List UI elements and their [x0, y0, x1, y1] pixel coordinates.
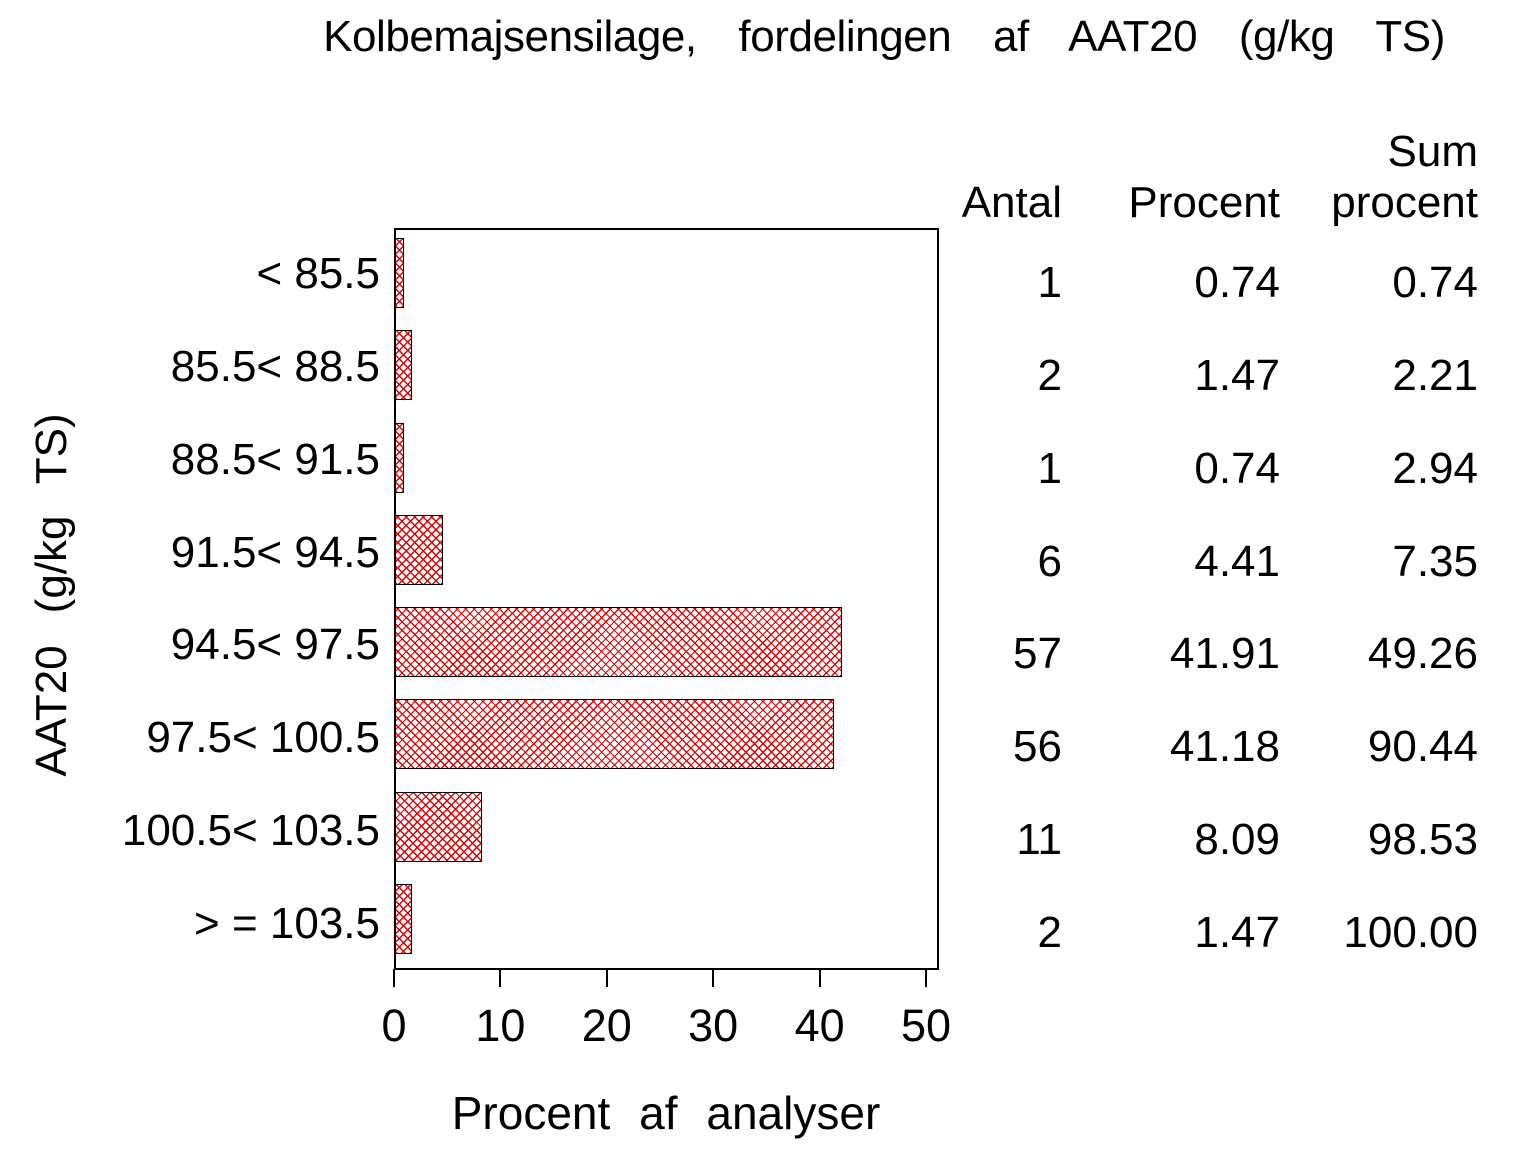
bar-94.5-97.5: [396, 607, 842, 677]
antal-value: 1: [1037, 443, 1062, 493]
bar-91.5-94.5: [396, 514, 443, 585]
category-label: 91.5< 94.5: [170, 527, 380, 577]
table-header-sum-procent: Sum procent: [1331, 126, 1478, 227]
antal-value: 57: [1013, 629, 1062, 679]
x-tick-label: 50: [900, 1000, 952, 1051]
table-row: 1 0.74 2.94: [900, 414, 1536, 507]
category-label: < 85.5: [256, 249, 380, 299]
x-tick-label: 10: [475, 1000, 526, 1051]
bar-97.5-100.5: [396, 699, 835, 770]
procent-value: 0.74: [1194, 443, 1280, 493]
bar-100.5-103.5: [396, 791, 483, 862]
table-header-procent: Procent: [1128, 177, 1280, 227]
category-label: > = 103.5: [194, 898, 380, 948]
procent-value: 1.47: [1194, 351, 1280, 401]
table-row: 56 41.18 90.44: [900, 692, 1536, 785]
x-tick-label: 30: [688, 1000, 739, 1051]
category-label: 85.5< 88.5: [170, 342, 380, 392]
antal-value: 56: [1013, 722, 1062, 772]
x-axis-label: Procent af analyser: [451, 1087, 881, 1139]
procent-value: 1.47: [1194, 907, 1280, 957]
antal-value: 1: [1037, 258, 1062, 308]
table-row: 2 1.47 100.00: [900, 877, 1536, 970]
bar-88.5-91.5: [396, 422, 404, 493]
table-row: 57 41.91 49.26: [900, 599, 1536, 692]
x-tick-mark: [393, 969, 395, 987]
x-tick-label: 0: [381, 1000, 407, 1051]
table-header-antal: Antal: [961, 177, 1062, 227]
category-label: 88.5< 91.5: [170, 434, 380, 484]
procent-value: 0.74: [1194, 258, 1280, 308]
x-tick-mark: [605, 969, 608, 987]
sum-procent-value: 90.44: [1367, 722, 1478, 772]
sum-procent-value: 49.26: [1367, 629, 1478, 679]
table-row: 1 0.74 0.74: [900, 228, 1536, 321]
category-label: 97.5< 100.5: [146, 713, 380, 763]
x-tick-label: 40: [794, 1000, 845, 1051]
antal-value: 11: [1016, 814, 1062, 864]
table-row: 6 4.41 7.35: [900, 506, 1536, 599]
sum-procent-value: 100.00: [1343, 907, 1478, 957]
sum-procent-value: 98.53: [1367, 814, 1478, 864]
table-row: 11 8.09 98.53: [900, 785, 1536, 878]
sum-procent-value: 2.21: [1392, 351, 1478, 401]
antal-value: 6: [1037, 536, 1062, 586]
bar-lt-85.5: [396, 238, 404, 308]
procent-value: 8.09: [1194, 814, 1280, 864]
category-label: 100.5< 103.5: [121, 805, 380, 855]
x-tick-mark: [499, 969, 502, 987]
sum-procent-value: 7.35: [1392, 536, 1478, 586]
chart-title: Kolbemajsensilage, fordelingen af AAT20 …: [323, 12, 1445, 61]
x-tick-label: 20: [581, 1000, 632, 1051]
category-label: 94.5< 97.5: [170, 620, 380, 670]
bar-gte-103.5: [396, 883, 412, 954]
x-tick-mark: [925, 969, 927, 987]
procent-value: 41.91: [1169, 629, 1280, 679]
procent-value: 4.41: [1194, 536, 1280, 586]
table-row: 2 1.47 2.21: [900, 321, 1536, 414]
bar-85.5-88.5: [396, 330, 412, 401]
sum-procent-value: 2.94: [1392, 443, 1478, 493]
x-tick-mark: [712, 969, 715, 987]
sum-procent-value: 0.74: [1392, 258, 1478, 308]
antal-value: 2: [1037, 351, 1062, 401]
procent-value: 41.18: [1169, 722, 1280, 772]
x-tick-mark: [818, 969, 821, 987]
plot-area: [394, 228, 939, 970]
antal-value: 2: [1037, 907, 1062, 957]
